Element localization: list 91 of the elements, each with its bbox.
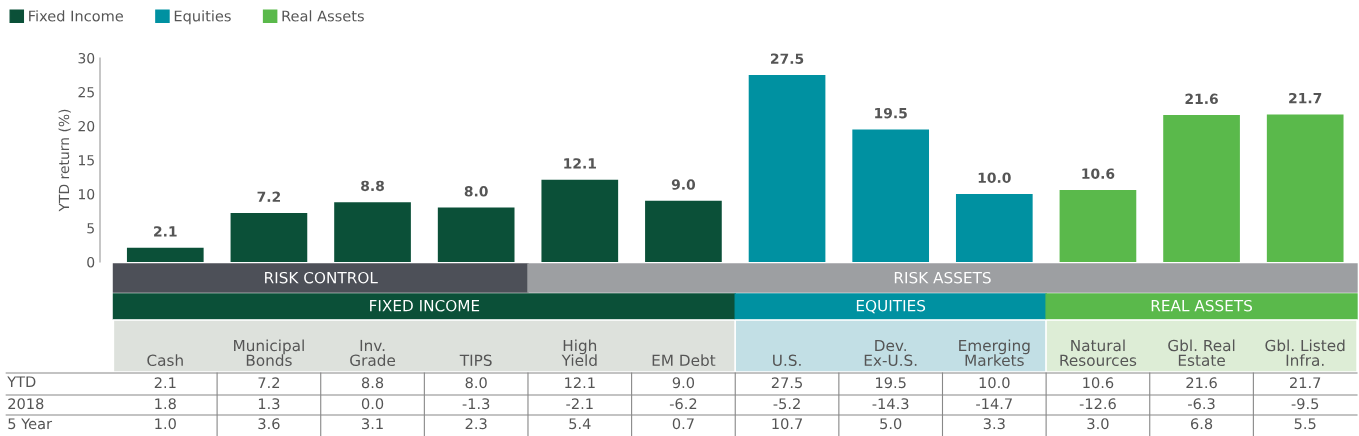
x-tick-label: Gbl. Real Estate (1168, 339, 1235, 367)
text: -14.3 (872, 398, 909, 410)
bar (1266, 114, 1344, 262)
text: YTD (7, 376, 36, 388)
bar (126, 247, 204, 262)
bar (541, 179, 619, 262)
data-label: 12.1 (565, 377, 595, 389)
text: 8.0 (464, 186, 488, 197)
text: RISK ASSETS (894, 271, 991, 284)
bar (334, 202, 411, 262)
y-tick-label: 5 (87, 223, 94, 234)
data-label: 10.6 (1082, 168, 1115, 179)
y-tick-label: 25 (78, 86, 94, 98)
x-tick-label: Emerging Markets (959, 339, 1030, 367)
data-label: 9.0 (672, 377, 695, 389)
x-tick-label: EM Debt (652, 354, 716, 367)
bar (230, 213, 308, 262)
text: 0.7 (672, 418, 694, 430)
text: -1.3 (462, 398, 490, 410)
text: 12.1 (564, 158, 596, 169)
text: 9.0 (671, 179, 696, 190)
text: -6.3 (1188, 398, 1215, 410)
bar (955, 194, 1033, 262)
text: RISK CONTROL (265, 271, 378, 284)
data-label: 10.0 (978, 172, 1011, 183)
text: 8.8 (361, 180, 384, 192)
data-label: 19.5 (875, 107, 907, 119)
text: 6.8 (1190, 418, 1213, 430)
bar (1059, 189, 1137, 262)
text: 1.3 (258, 398, 280, 410)
legend-label: Real Assets (282, 10, 364, 22)
text: FIXED INCOME (370, 299, 480, 312)
text: -6.2 (669, 398, 697, 410)
text: 5.0 (880, 418, 902, 430)
data-label: 21.6 (1185, 93, 1218, 105)
data-label: 8.0 (465, 377, 487, 389)
y-tick-label: 15 (78, 155, 94, 166)
bar (437, 207, 515, 262)
x-tick-label: TIPS (459, 354, 492, 367)
text: 1.8 (155, 398, 176, 410)
data-label: 21.7 (1289, 92, 1322, 104)
text: -2.1 (566, 398, 593, 410)
text: 21.6 (1186, 377, 1217, 389)
y-tick-label: 20 (78, 120, 95, 132)
text: 19.5 (876, 377, 906, 389)
text: 21.7 (1290, 377, 1321, 389)
text: 3.6 (258, 418, 280, 430)
y-tick-label: 10 (78, 188, 95, 200)
text: -12.6 (1079, 398, 1116, 410)
text: 7.2 (257, 191, 281, 202)
x-tick-label: Cash (147, 354, 183, 367)
y-axis-title: YTD return (%) (58, 109, 71, 212)
bar (1163, 115, 1240, 262)
text: 3.3 (983, 418, 1005, 430)
data-label: 27.5 (771, 53, 804, 64)
text: 27.5 (771, 377, 803, 389)
text: 10.7 (772, 418, 803, 430)
text: -5.2 (773, 398, 800, 410)
text: 10.6 (1083, 377, 1114, 389)
text: 5.4 (569, 418, 591, 430)
legend-label: Fixed Income (29, 10, 124, 22)
x-tick-label: High Yield (561, 339, 597, 367)
text: 5 Year (8, 418, 53, 430)
data-label: 8.8 (361, 377, 384, 389)
text: 10.0 (979, 377, 1010, 389)
text: -14.7 (976, 398, 1012, 410)
text: REAL ASSETS (1151, 299, 1253, 312)
text: 1.0 (155, 418, 176, 430)
text: -9.5 (1291, 398, 1319, 410)
text: 5.5 (1294, 418, 1316, 430)
data-label: 2.1 (154, 377, 176, 389)
x-tick-label: Dev. Ex-U.S. (864, 339, 917, 367)
y-tick-label: 0 (87, 256, 95, 268)
text: 3.1 (362, 418, 383, 430)
x-tick-label: Inv. Grade (350, 339, 396, 367)
text: 3.0 (1087, 418, 1109, 430)
x-tick-label: Municipal Bonds (234, 339, 304, 367)
text: EQUITIES (856, 299, 926, 314)
x-tick-label: Gbl. Listed Infra. (1265, 339, 1345, 367)
x-tick-label: Natural Resources (1060, 339, 1137, 367)
x-tick-label: U.S. (773, 354, 801, 367)
text: 0.0 (361, 398, 384, 410)
text: 2.1 (154, 226, 177, 237)
y-tick-label: 30 (78, 52, 95, 64)
bar (748, 75, 826, 262)
text: 2018 (8, 398, 44, 410)
bar (645, 200, 722, 262)
text: 2.3 (465, 418, 487, 430)
data-label: 7.2 (258, 377, 280, 389)
legend-label: Equities (174, 10, 231, 25)
bar (852, 129, 930, 262)
